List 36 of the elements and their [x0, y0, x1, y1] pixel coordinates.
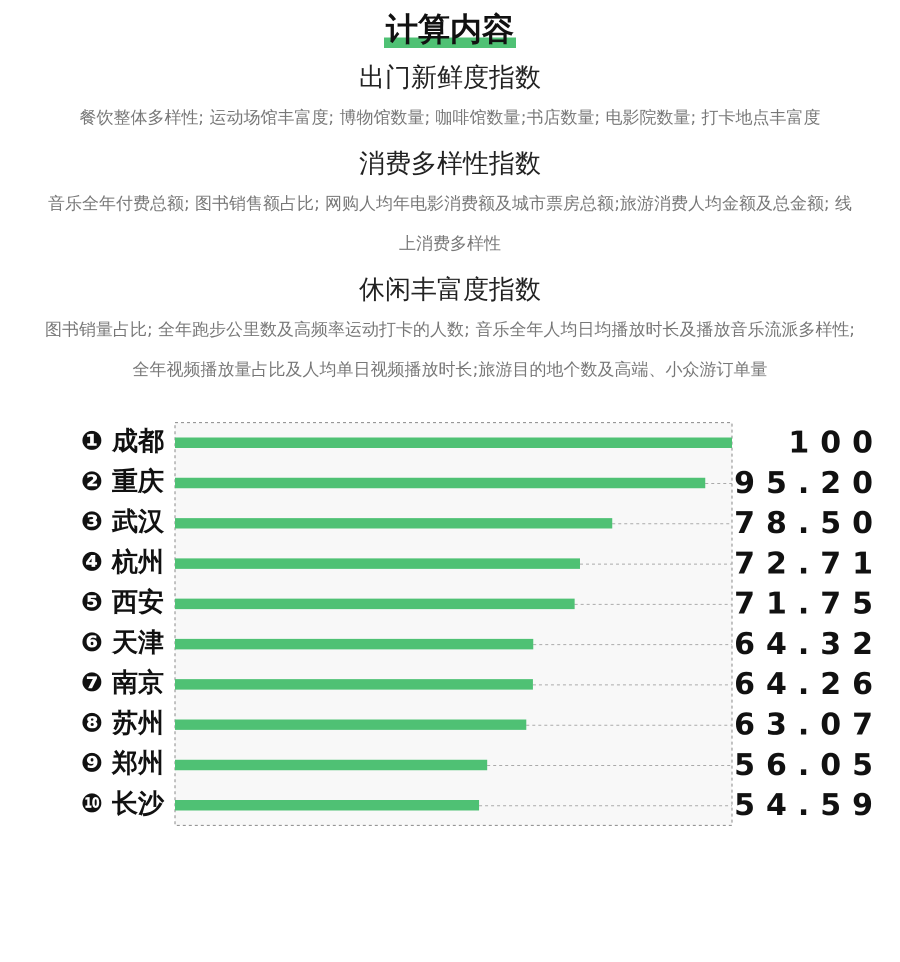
text: 消费多样性指数: [358, 148, 542, 181]
data-label: 100: [788, 426, 884, 461]
y-tick-label: ❽ 苏州: [80, 708, 164, 738]
y-tick-label: ❺ 西安: [80, 588, 164, 618]
data-label: 63.07: [734, 707, 884, 742]
data-label: 64.32: [734, 626, 884, 662]
data-label: 54.59: [734, 788, 884, 824]
bar: [175, 679, 533, 690]
data-label: 71.75: [734, 586, 884, 622]
y-tick-label: ❾ 郑州: [80, 748, 164, 779]
y-tick-label: ❸ 武汉: [80, 507, 165, 538]
bar: [175, 760, 488, 770]
y-tick-label: ❼ 南京: [80, 668, 164, 698]
y-tick-label: ❹ 杭州: [80, 547, 164, 578]
bar: [175, 518, 612, 529]
text: 休闲丰富度指数: [358, 274, 542, 307]
bar: [175, 800, 480, 810]
bar: [175, 438, 732, 448]
bar: [175, 638, 534, 650]
data-label: 78.50: [734, 506, 884, 542]
y-tick-label: ❶ 成都: [80, 426, 164, 456]
bar: [175, 558, 580, 569]
data-label: 56.05: [734, 748, 884, 783]
bar: [175, 478, 706, 488]
text: 图书销量占比; 全年跑步公里数及高频率运动打卡的人数; 音乐全年人均日均播放时长及播放音乐流派多样性; 全年视频播放量占比及人均单日视频播放时长;旅游目的地个数及高端、小众游订单量: [44, 319, 856, 382]
bar: [175, 598, 575, 610]
data-label: 95.20: [734, 466, 884, 501]
text: 出门新鲜度指数: [358, 62, 542, 95]
data-label: 72.71: [734, 546, 884, 582]
text: 音乐全年付费总额; 图书销售额占比; 网购人均年电影消费额及城市票房总额;旅游消费人均金额及总金额; 线上消费多样性: [46, 193, 854, 256]
y-tick-label: ❿ 长沙: [80, 789, 165, 820]
y-tick-label: ❻ 天津: [80, 628, 164, 658]
data-label: 64.26: [734, 667, 884, 702]
y-tick-label: ❷ 重庆: [80, 466, 164, 497]
bar: [175, 719, 526, 730]
text: 餐饮整体多样性; 运动场馆丰富度; 博物馆数量; 咖啡馆数量;书店数量; 电影院数量; 打卡地点丰富度: [78, 107, 822, 130]
